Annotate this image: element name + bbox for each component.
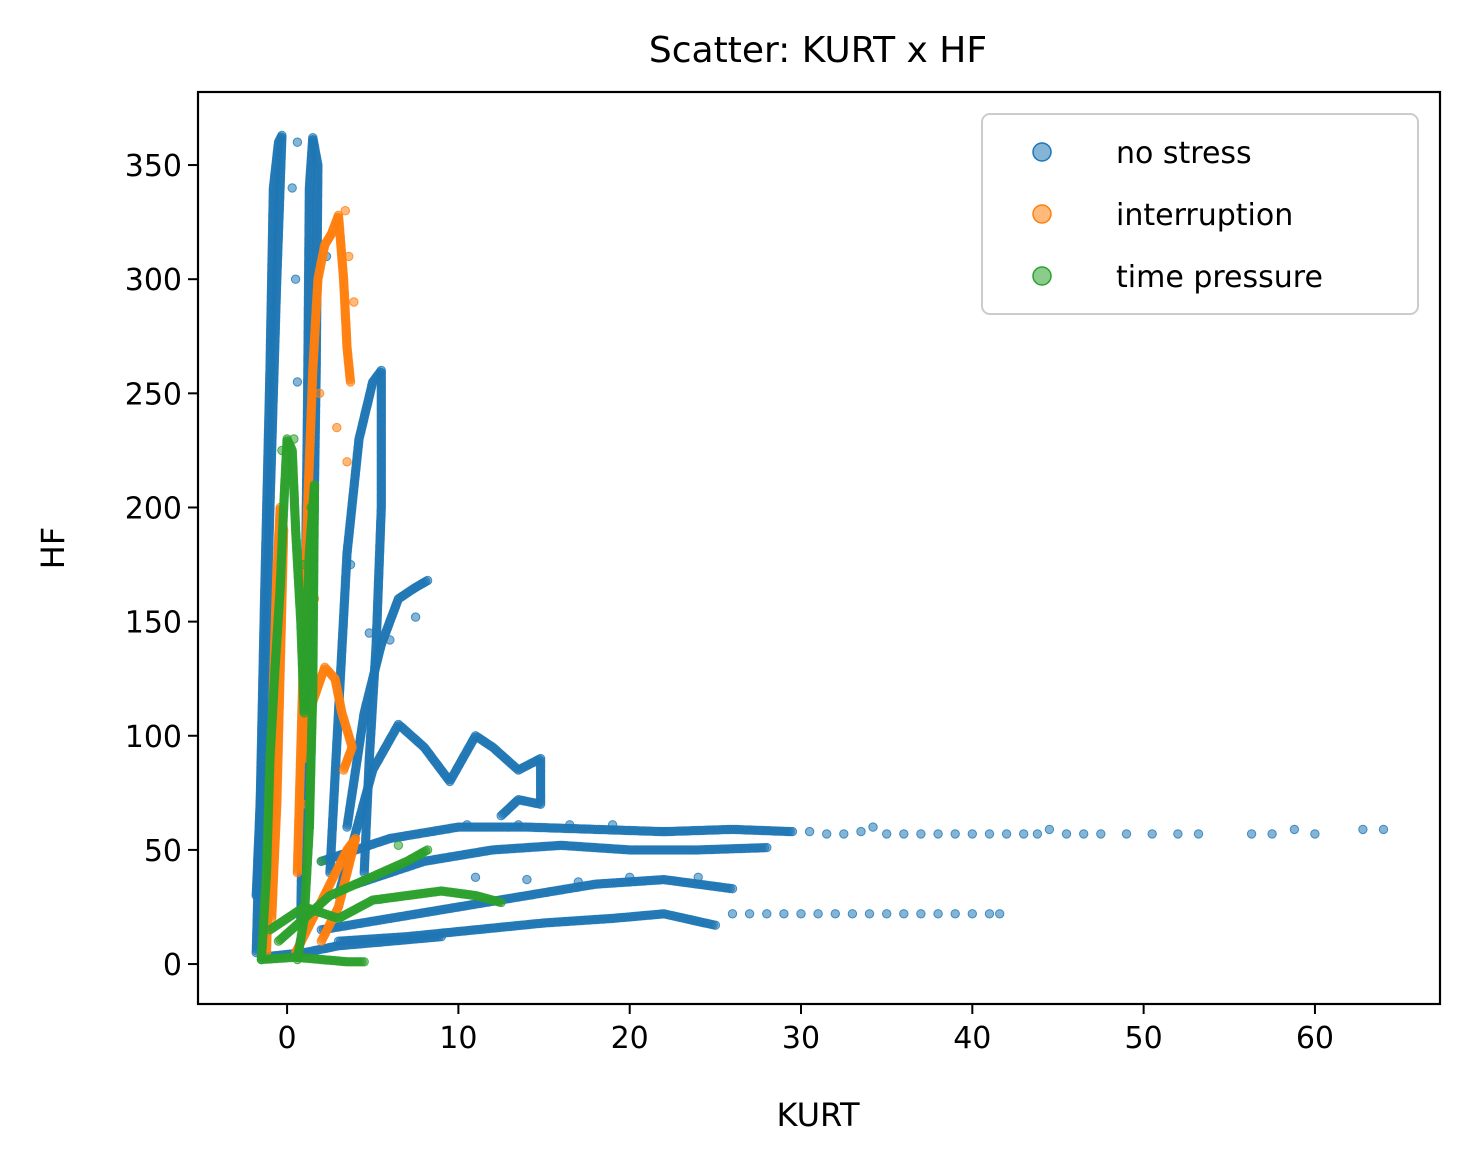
data-point xyxy=(659,826,669,837)
data-point xyxy=(933,829,943,839)
data-point xyxy=(344,251,354,262)
data-point xyxy=(762,909,772,919)
data-point xyxy=(950,829,960,839)
data-point xyxy=(762,842,772,853)
data-point xyxy=(625,872,635,882)
data-point xyxy=(882,909,892,919)
data-point xyxy=(787,826,798,837)
plot-points xyxy=(251,130,1389,967)
data-point xyxy=(830,909,840,919)
data-point xyxy=(868,822,878,832)
data-point xyxy=(1173,829,1183,839)
data-point xyxy=(1246,829,1257,839)
data-point xyxy=(496,811,506,821)
data-point xyxy=(314,388,325,398)
data-point xyxy=(984,829,995,839)
data-point xyxy=(565,820,575,830)
data-point xyxy=(1289,824,1300,835)
data-point xyxy=(1121,829,1132,839)
data-point xyxy=(385,635,395,645)
data-point xyxy=(899,909,909,919)
data-point xyxy=(933,909,943,919)
data-point xyxy=(984,909,995,919)
data-point xyxy=(290,274,301,284)
data-point xyxy=(436,932,446,942)
data-point xyxy=(916,909,926,919)
data-point xyxy=(839,829,849,839)
data-point xyxy=(422,575,433,586)
data-point xyxy=(864,909,875,919)
data-point xyxy=(345,559,356,570)
data-point xyxy=(779,909,789,919)
data-point xyxy=(340,206,350,216)
data-point xyxy=(856,826,866,837)
data-point xyxy=(342,457,352,467)
data-point xyxy=(345,377,356,387)
data-point xyxy=(1001,829,1012,839)
data-point xyxy=(332,422,342,433)
chart-title: Scatter: KURT x HF xyxy=(649,30,987,71)
data-point xyxy=(1079,829,1089,839)
data-point xyxy=(1147,829,1157,839)
data-point xyxy=(1310,829,1320,839)
data-point xyxy=(410,612,421,622)
data-point xyxy=(693,872,703,882)
data-point xyxy=(1378,824,1389,835)
data-point xyxy=(349,297,359,307)
data-point xyxy=(727,909,738,919)
data-point xyxy=(804,826,815,837)
data-point xyxy=(1358,824,1368,835)
data-point xyxy=(822,829,832,839)
data-point xyxy=(1061,829,1072,839)
data-point xyxy=(744,909,755,919)
data-point xyxy=(287,183,297,193)
data-point xyxy=(1032,829,1043,839)
data-point xyxy=(727,884,738,894)
data-point xyxy=(292,377,303,387)
data-point xyxy=(513,820,524,830)
data-point xyxy=(462,820,472,830)
data-point xyxy=(995,909,1005,919)
data-point xyxy=(316,936,326,946)
data-point xyxy=(882,829,892,839)
data-point xyxy=(916,829,926,839)
data-point xyxy=(522,874,532,885)
data-point xyxy=(796,909,806,919)
data-point xyxy=(573,877,583,887)
data-point xyxy=(899,829,909,839)
data-point xyxy=(1193,829,1204,839)
data-point xyxy=(292,137,303,147)
data-point xyxy=(950,909,960,919)
data-point xyxy=(338,765,349,775)
data-point xyxy=(1267,829,1277,839)
data-point xyxy=(1096,829,1106,839)
data-point xyxy=(364,628,374,638)
data-point xyxy=(1019,829,1029,839)
data-point xyxy=(967,829,977,839)
data-point xyxy=(1044,824,1055,835)
data-point xyxy=(710,920,721,930)
data-point xyxy=(607,820,618,830)
data-point xyxy=(847,909,858,919)
data-point xyxy=(967,909,977,919)
data-point xyxy=(470,872,481,882)
data-point xyxy=(813,909,823,919)
data-point xyxy=(251,890,261,901)
